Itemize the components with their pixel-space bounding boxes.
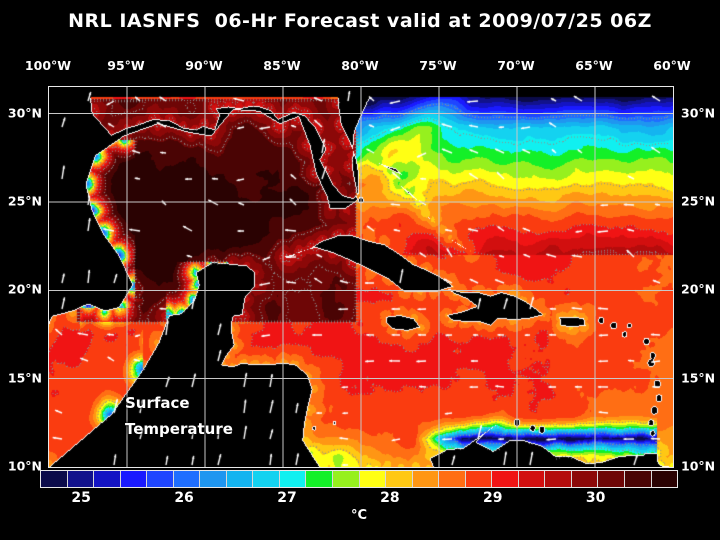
- colorbar-cell: [279, 471, 307, 487]
- colorbar-cell: [226, 471, 254, 487]
- colorbar-cell: [359, 471, 387, 487]
- lon-tick-label: 75°W: [419, 58, 457, 73]
- colorbar-cell: [545, 471, 572, 487]
- colorbar-tick-label: 30: [585, 490, 606, 506]
- colorbar-cell: [94, 471, 121, 487]
- colorbar-cell: [200, 471, 227, 487]
- colorbar-cell: [439, 471, 466, 487]
- colorbar-cell: [625, 471, 652, 487]
- lat-tick-label: 15°N: [7, 370, 42, 386]
- lon-tick-label: 70°W: [497, 58, 535, 73]
- map-plot-area: Surface Temperature: [48, 86, 674, 468]
- colorbar-cell: [651, 471, 678, 487]
- lat-tick-label: 10°N: [7, 458, 42, 474]
- colorbar-cell: [173, 471, 201, 487]
- figure-title: NRL IASNFS 06-Hr Forecast valid at 2009/…: [68, 10, 652, 32]
- lat-tick-label: 10°N: [681, 458, 716, 474]
- colorbar-cell: [147, 471, 174, 487]
- lat-tick-label: 30°N: [7, 105, 42, 120]
- lat-tick-label: 30°N: [681, 105, 716, 120]
- colorbar-cell: [67, 471, 95, 487]
- lat-tick-label: 15°N: [681, 370, 716, 386]
- colorbar-cell: [120, 471, 148, 487]
- colorbar-cell: [306, 471, 334, 487]
- colorbar-swatches: [40, 470, 678, 488]
- longitude-axis: 100°W 95°W 90°W 85°W 80°W 75°W 70°W 65°W 60°W: [25, 58, 691, 74]
- lon-tick-label: 80°W: [341, 58, 379, 73]
- colorbar-cell: [41, 471, 68, 487]
- lon-tick-label: 95°W: [107, 58, 145, 73]
- colorbar-legend: 25 26 27 28 29 30 °C: [40, 470, 680, 523]
- colorbar-ticks: 25 26 27 28 29 30: [40, 490, 678, 508]
- sst-raster: [49, 87, 673, 467]
- colorbar-cell: [333, 471, 360, 487]
- colorbar-cell: [518, 471, 546, 487]
- colorbar-cell: [253, 471, 280, 487]
- colorbar-tick-label: 29: [483, 490, 503, 506]
- colorbar-tick-label: 25: [71, 490, 91, 506]
- latitude-axis-right: 30°N 25°N 20°N 15°N 10°N: [676, 86, 720, 474]
- colorbar-cell: [386, 471, 413, 487]
- colorbar-tick-label: 28: [380, 490, 400, 506]
- lon-tick-label: 65°W: [575, 58, 613, 73]
- colorbar-cell: [492, 471, 519, 487]
- lon-tick-label: 85°W: [263, 58, 301, 73]
- colorbar-cell: [412, 471, 440, 487]
- colorbar-cell: [571, 471, 599, 487]
- lon-tick-label: 100°W: [24, 58, 72, 73]
- colorbar-cell: [598, 471, 626, 487]
- colorbar-unit-label: °C: [350, 508, 368, 523]
- latitude-axis-left: 30°N 25°N 20°N 15°N 10°N: [0, 86, 46, 474]
- lat-tick-label: 25°N: [681, 193, 716, 209]
- lat-tick-label: 20°N: [7, 281, 42, 297]
- colorbar-tick-label: 26: [174, 490, 194, 506]
- colorbar-tick-label: 27: [277, 490, 297, 506]
- lat-tick-label: 20°N: [681, 281, 716, 297]
- colorbar-cell: [465, 471, 493, 487]
- lon-tick-label: 60°W: [653, 58, 691, 73]
- lon-tick-label: 90°W: [185, 58, 223, 73]
- lat-tick-label: 25°N: [7, 193, 42, 209]
